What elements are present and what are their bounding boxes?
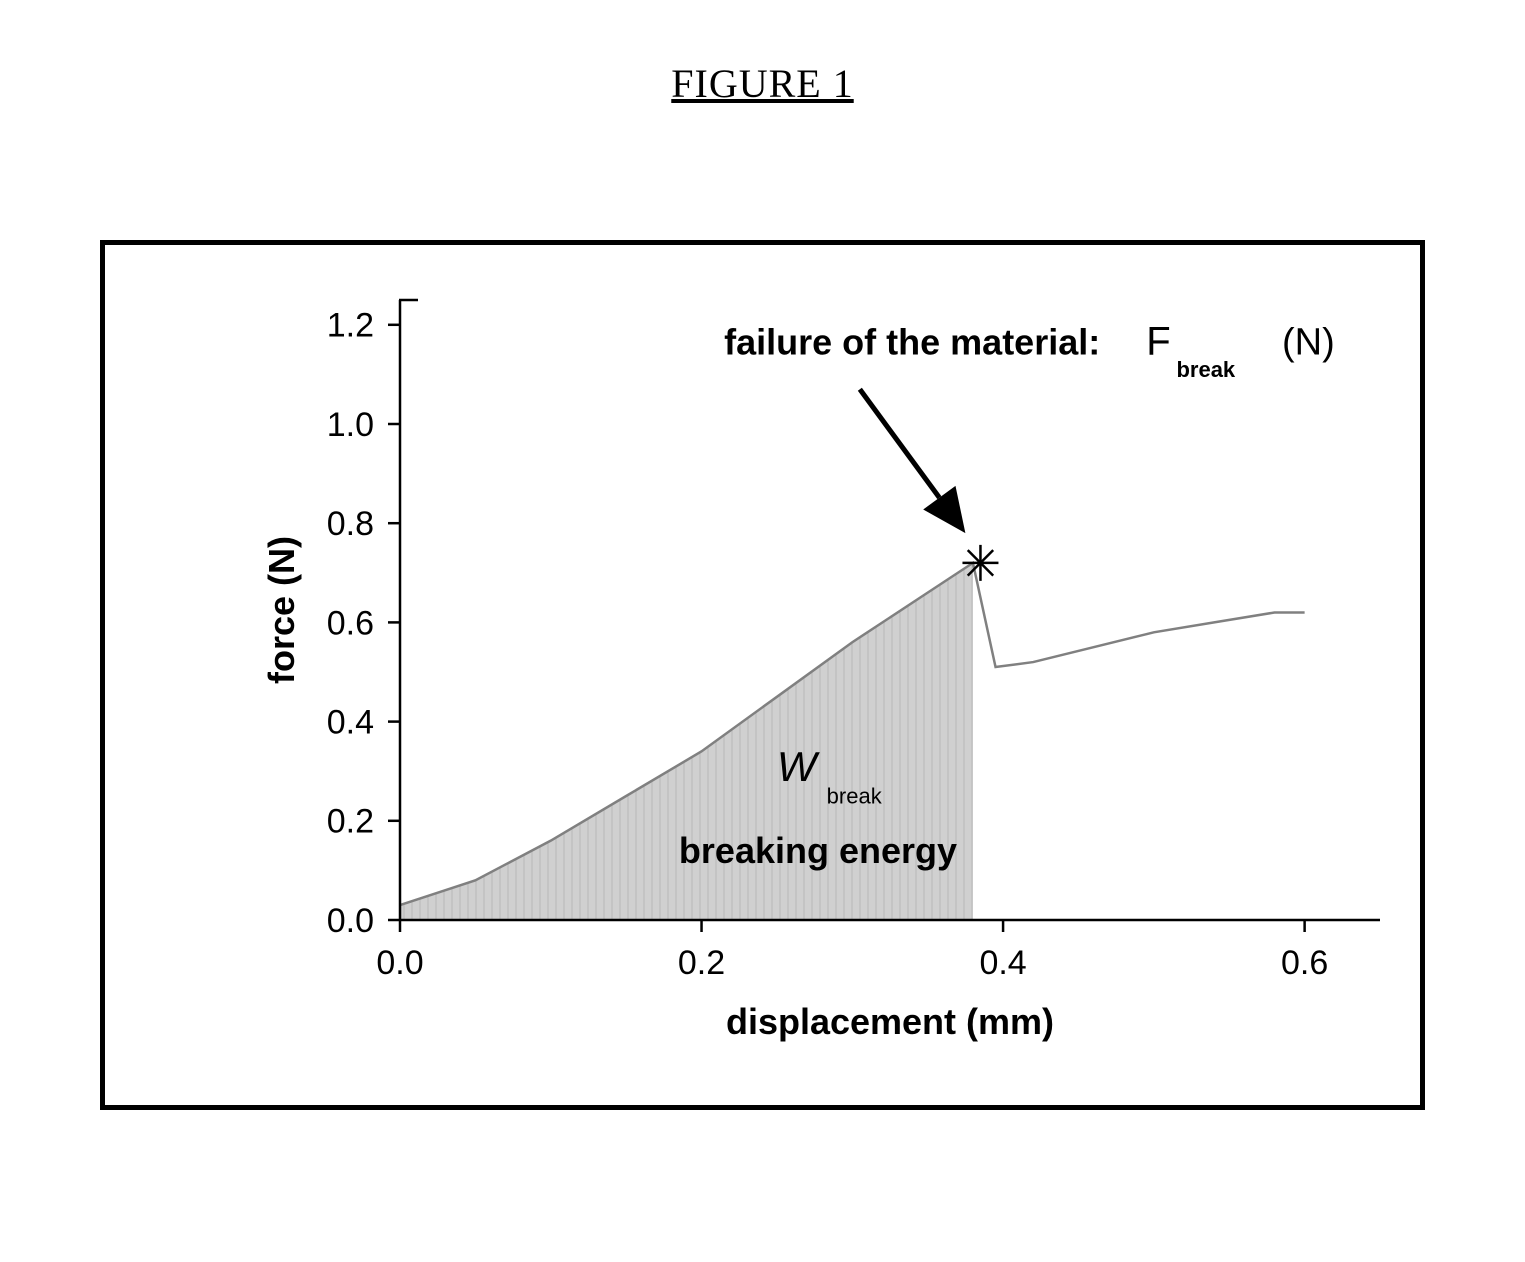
fbreak-F: F: [1146, 320, 1170, 364]
x-tick-label: 0.6: [1281, 944, 1328, 982]
wbreak-sub: break: [827, 783, 883, 808]
y-tick-label: 0.6: [327, 604, 374, 642]
fbreak-unit: (N): [1282, 322, 1335, 364]
y-tick-label: 0.0: [327, 902, 374, 940]
failure-arrow-head: [923, 486, 965, 533]
y-tick-label: 1.0: [327, 406, 374, 444]
page: FIGURE 1 0.00.20.40.60.00.20.40.60.81.01…: [0, 0, 1525, 1262]
y-tick-label: 0.8: [327, 505, 374, 543]
y-tick-label: 0.4: [327, 704, 374, 742]
breaking-energy: breaking energy: [679, 830, 957, 871]
chart-svg: 0.0 0.2 0.4 0.6 0.0 0.2 0.4 0.6 0.8 1.0 1.2 displac…: [0, 0, 1525, 1262]
x-tick-label: 0.2: [678, 944, 725, 982]
y-tick-label: 1.2: [327, 307, 374, 345]
x-tick-label: 0.4: [979, 944, 1026, 982]
wbreak-W: W: [777, 743, 820, 790]
y-tick-label: 0.2: [327, 803, 374, 841]
fbreak-sub: break: [1176, 357, 1235, 382]
x-axis-label: displacement (mm): [726, 1001, 1054, 1042]
y-axis-label: force (N): [261, 536, 302, 684]
break-point-marker: [962, 545, 998, 581]
failure-label: failure of the material:: [724, 322, 1100, 363]
failure-arrow: [860, 389, 940, 497]
x-tick-label: 0.0: [376, 944, 423, 982]
